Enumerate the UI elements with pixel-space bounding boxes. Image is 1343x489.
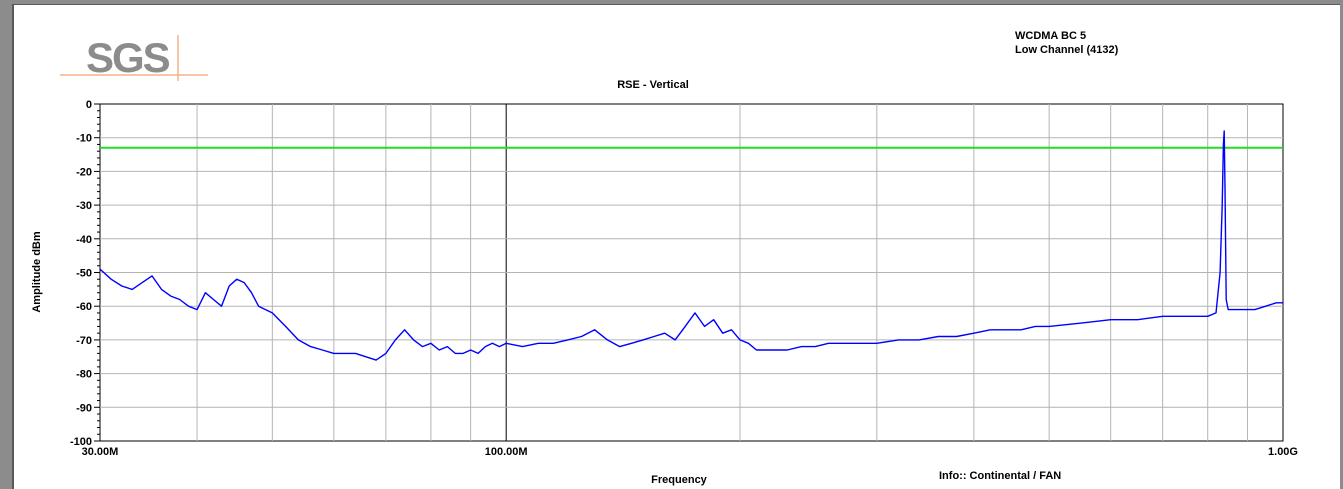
y-tick-label: -60: [76, 301, 92, 313]
x-axis-label: Frequency: [651, 474, 708, 486]
y-tick-label: -20: [76, 166, 92, 178]
chart-frame: SGS WCDMA BC 5 Low Channel (4132) RSE - …: [12, 4, 1340, 489]
x-tick-label: 1.00G: [1268, 446, 1298, 458]
y-tick-label: -80: [76, 369, 92, 381]
chart-svg: SGS WCDMA BC 5 Low Channel (4132) RSE - …: [31, 30, 1298, 486]
y-tick-label: -10: [76, 133, 92, 145]
y-tick-label: -50: [76, 268, 92, 280]
header-line1: WCDMA BC 5: [1015, 30, 1086, 42]
y-tick-label: -40: [76, 234, 92, 246]
logo-text: SGS: [86, 34, 170, 81]
x-tick-label: 100.00M: [485, 446, 528, 458]
y-tick-label: -100: [70, 436, 92, 448]
y-tick-label: -90: [76, 402, 92, 414]
x-tick-label: 30.00M: [82, 446, 119, 458]
y-tick-label: -70: [76, 335, 92, 347]
y-tick-label: -30: [76, 200, 92, 212]
header-line2: Low Channel (4132): [1015, 44, 1119, 56]
y-tick-label: 0: [86, 99, 92, 111]
info-text: Info:: Continental / FAN: [939, 470, 1061, 482]
chart-title: RSE - Vertical: [617, 79, 689, 91]
grid-layer: [100, 104, 1283, 441]
series-line: [99, 130, 1283, 361]
y-axis-label: Amplitude dBm: [31, 231, 43, 312]
sgs-logo: SGS: [60, 34, 208, 81]
series-layer: [99, 130, 1283, 361]
